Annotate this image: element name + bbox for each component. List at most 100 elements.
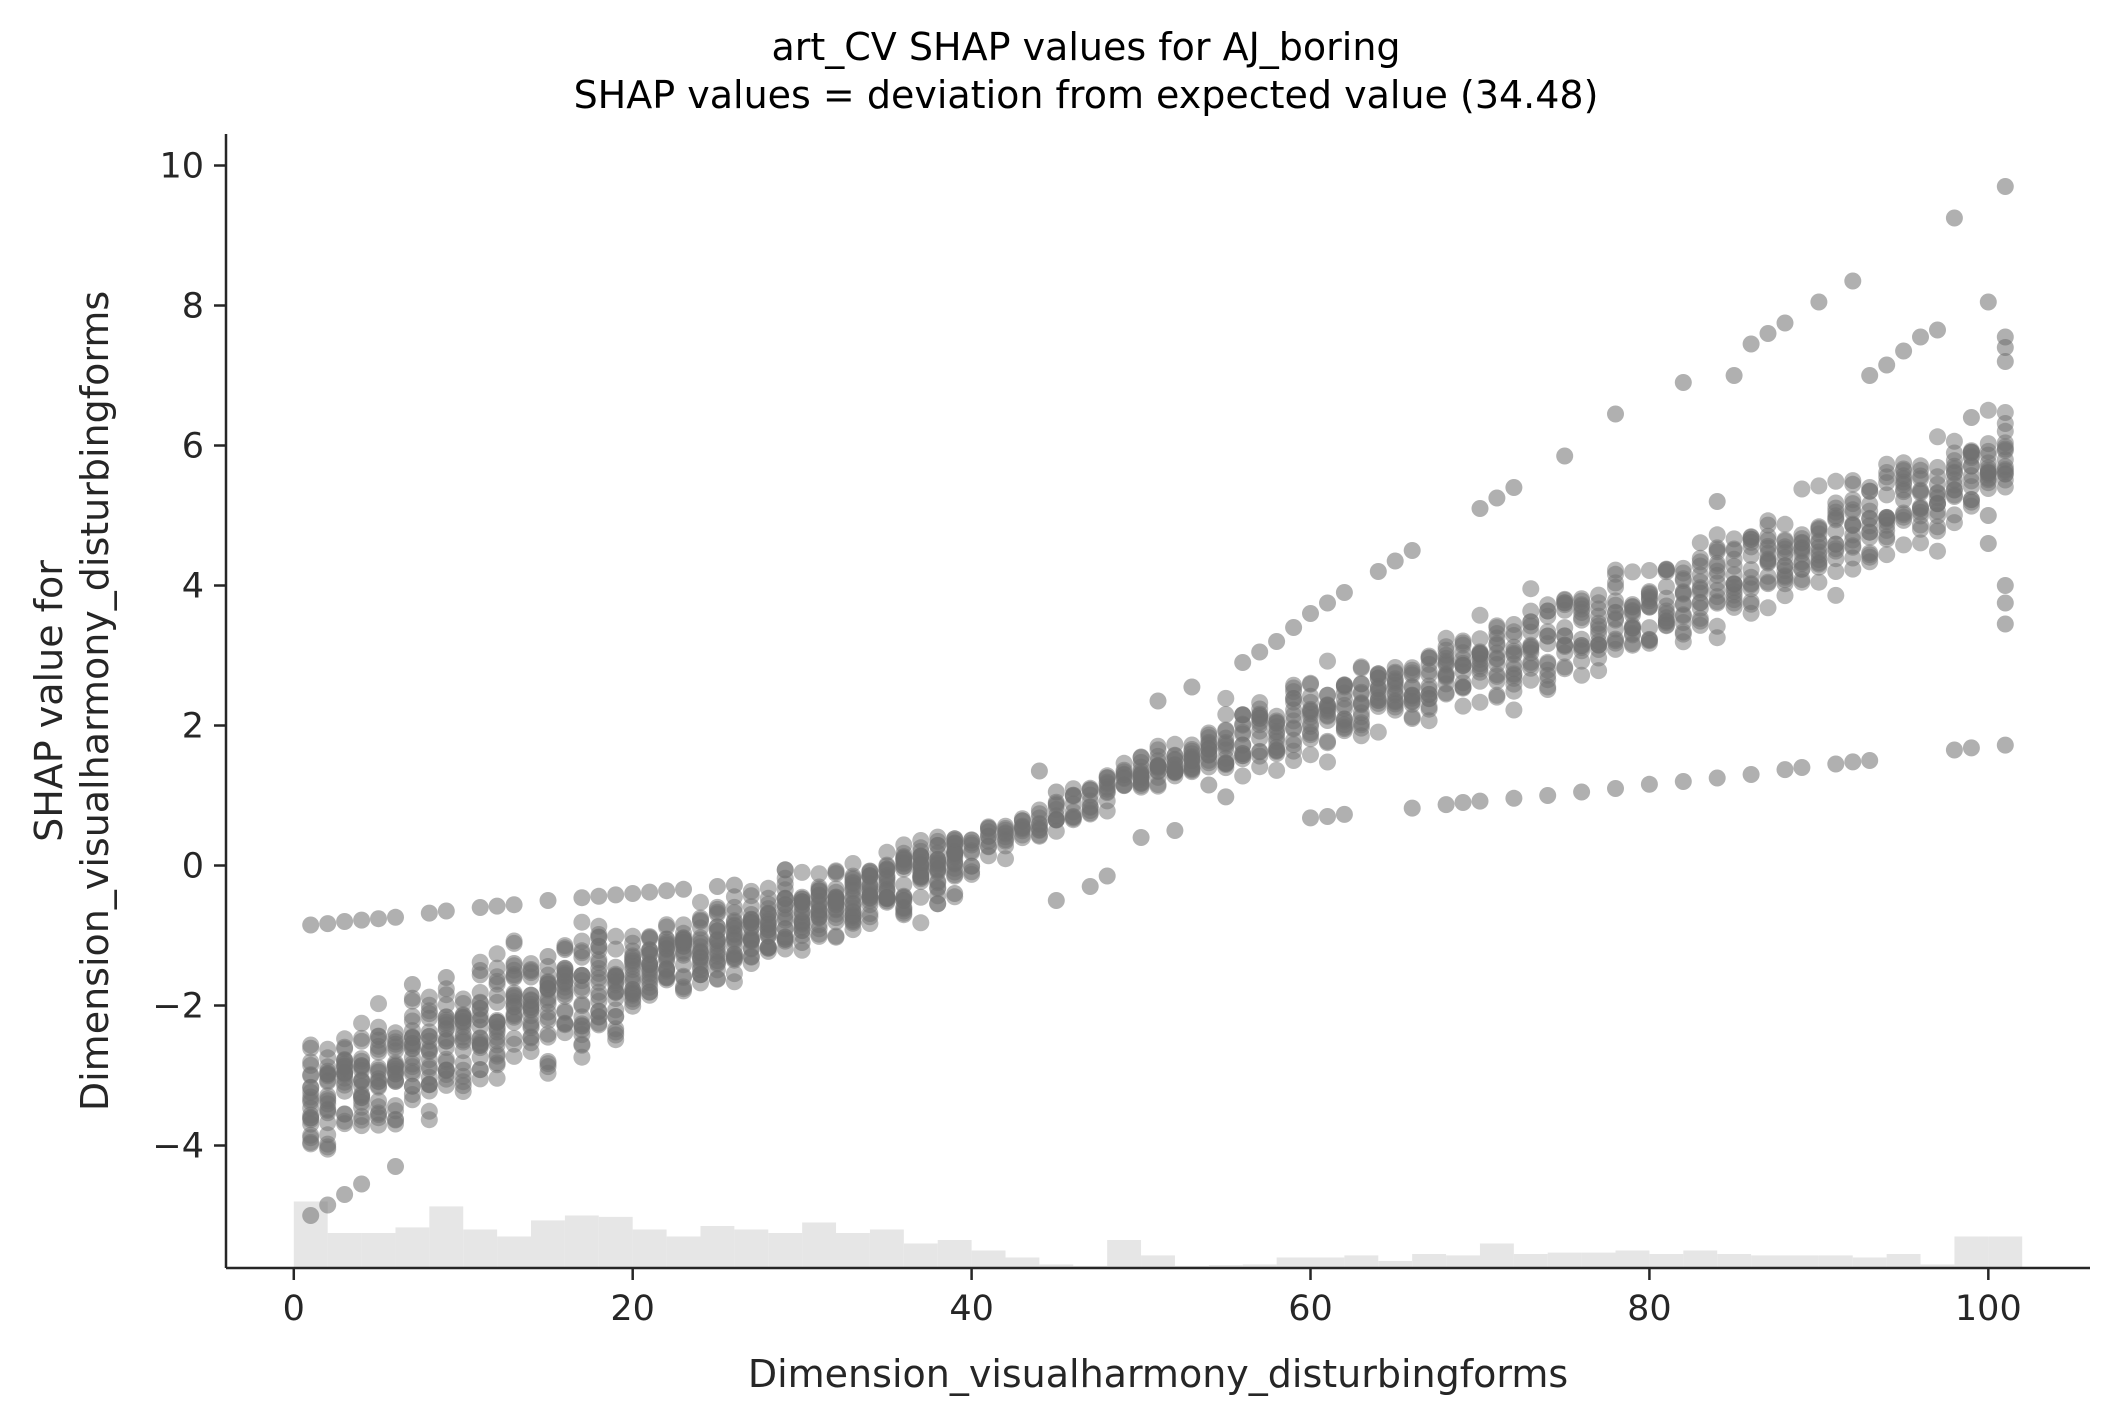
scatter-point <box>1624 635 1641 653</box>
histogram-bar <box>497 1236 532 1268</box>
scatter-point <box>353 1014 371 1032</box>
x-axis-ticks: 0 20 40 60 80 100 <box>283 1268 2022 1329</box>
scatter-point <box>1759 527 1777 545</box>
scatter-point <box>1522 640 1540 658</box>
scatter-point <box>1251 694 1269 712</box>
scatter-point <box>641 974 659 992</box>
scatter-point <box>1319 808 1336 825</box>
scatter-point <box>1539 655 1557 673</box>
scatter-point <box>675 956 692 974</box>
scatter-point <box>1539 635 1557 653</box>
scatter-point <box>1759 567 1777 585</box>
scatter-point <box>1674 606 1692 624</box>
scatter-point <box>1268 742 1286 760</box>
scatter-point <box>319 1101 337 1119</box>
histogram-bar <box>1683 1250 1718 1268</box>
scatter-point <box>573 1048 591 1066</box>
scatter-point <box>878 890 896 908</box>
scatter-point <box>1945 486 1963 504</box>
scatter-point <box>1132 769 1150 787</box>
scatter-point <box>1047 783 1065 801</box>
scatter-point <box>1996 594 2014 612</box>
scatter-point <box>1861 752 1879 769</box>
scatter-point <box>590 1016 608 1034</box>
scatter-point <box>454 1054 472 1072</box>
scatter-point <box>556 941 574 958</box>
scatter-point <box>1945 464 1963 482</box>
histogram-bar <box>1446 1255 1480 1268</box>
histogram-bar <box>903 1243 938 1268</box>
scatter-point <box>590 960 608 977</box>
scatter-point <box>1674 559 1692 577</box>
scatter-point <box>1624 619 1641 636</box>
scatter-point <box>302 1078 320 1096</box>
scatter-point <box>1285 731 1303 749</box>
scatter-point <box>997 850 1014 868</box>
scatter-point <box>946 830 964 848</box>
scatter-point <box>505 955 523 972</box>
scatter-point <box>1454 678 1472 696</box>
scatter-point <box>1335 710 1353 728</box>
scatter-point <box>929 851 947 868</box>
scatter-point <box>539 973 557 991</box>
scatter-point <box>1115 765 1133 783</box>
scatter-point <box>1861 482 1879 500</box>
scatter-point <box>573 889 591 907</box>
scatter-point <box>827 862 845 880</box>
scatter-point <box>1217 729 1235 747</box>
scatter-point <box>370 1027 387 1045</box>
scatter-point <box>590 987 608 1005</box>
scatter-point <box>387 1071 404 1089</box>
scatter-point <box>1607 620 1624 638</box>
scatter-point <box>1742 538 1760 556</box>
scatter-point <box>420 1111 438 1129</box>
scatter-point <box>607 990 625 1007</box>
scatter-point <box>437 1008 455 1026</box>
scatter-point <box>1607 780 1624 797</box>
histogram-bar <box>395 1227 430 1268</box>
scatter-point <box>725 888 743 906</box>
scatter-point <box>1979 293 1997 311</box>
scatter-point <box>1742 561 1760 579</box>
scatter-point <box>590 938 608 955</box>
histogram-bar <box>1412 1254 1447 1268</box>
scatter-point <box>1234 654 1252 671</box>
histogram-bar <box>1141 1255 1175 1268</box>
scatter-point <box>692 944 709 962</box>
scatter-point <box>1590 662 1608 680</box>
histogram-bar <box>836 1233 870 1268</box>
scatter-point <box>522 1034 540 1052</box>
scatter-point <box>1691 599 1709 617</box>
scatter-point <box>607 1020 625 1038</box>
scatter-point <box>1539 787 1557 804</box>
scatter-point <box>1013 812 1031 830</box>
scatter-point <box>1437 796 1455 814</box>
scatter-point <box>522 968 540 986</box>
scatter-point <box>1674 584 1692 602</box>
scatter-point <box>929 874 947 892</box>
scatter-point <box>1708 557 1726 575</box>
scatter-point <box>1573 666 1591 684</box>
scatter-point <box>1403 542 1421 559</box>
scatter-point <box>1912 328 1929 346</box>
scatter-point <box>336 1038 354 1056</box>
scatter-point <box>387 908 404 926</box>
scatter-point <box>336 1082 354 1100</box>
scatter-point <box>471 1029 489 1047</box>
histogram-bar <box>1717 1254 1752 1268</box>
scatter-point <box>1759 599 1777 617</box>
y-tick-label: 6 <box>182 427 204 467</box>
scatter-point <box>1081 786 1099 804</box>
histogram-bar <box>802 1222 837 1268</box>
scatter-point <box>488 897 506 915</box>
scatter-point <box>1369 723 1387 741</box>
scatter-point <box>1607 565 1624 583</box>
scatter-point <box>522 1001 540 1019</box>
scatter-point <box>1996 404 2014 421</box>
histogram-bar <box>1615 1250 1650 1268</box>
scatter-point <box>1268 633 1286 650</box>
histogram-bar <box>666 1236 701 1268</box>
scatter-point <box>1217 706 1235 723</box>
histogram-bar <box>361 1233 396 1268</box>
histogram-bar <box>1784 1255 1819 1268</box>
